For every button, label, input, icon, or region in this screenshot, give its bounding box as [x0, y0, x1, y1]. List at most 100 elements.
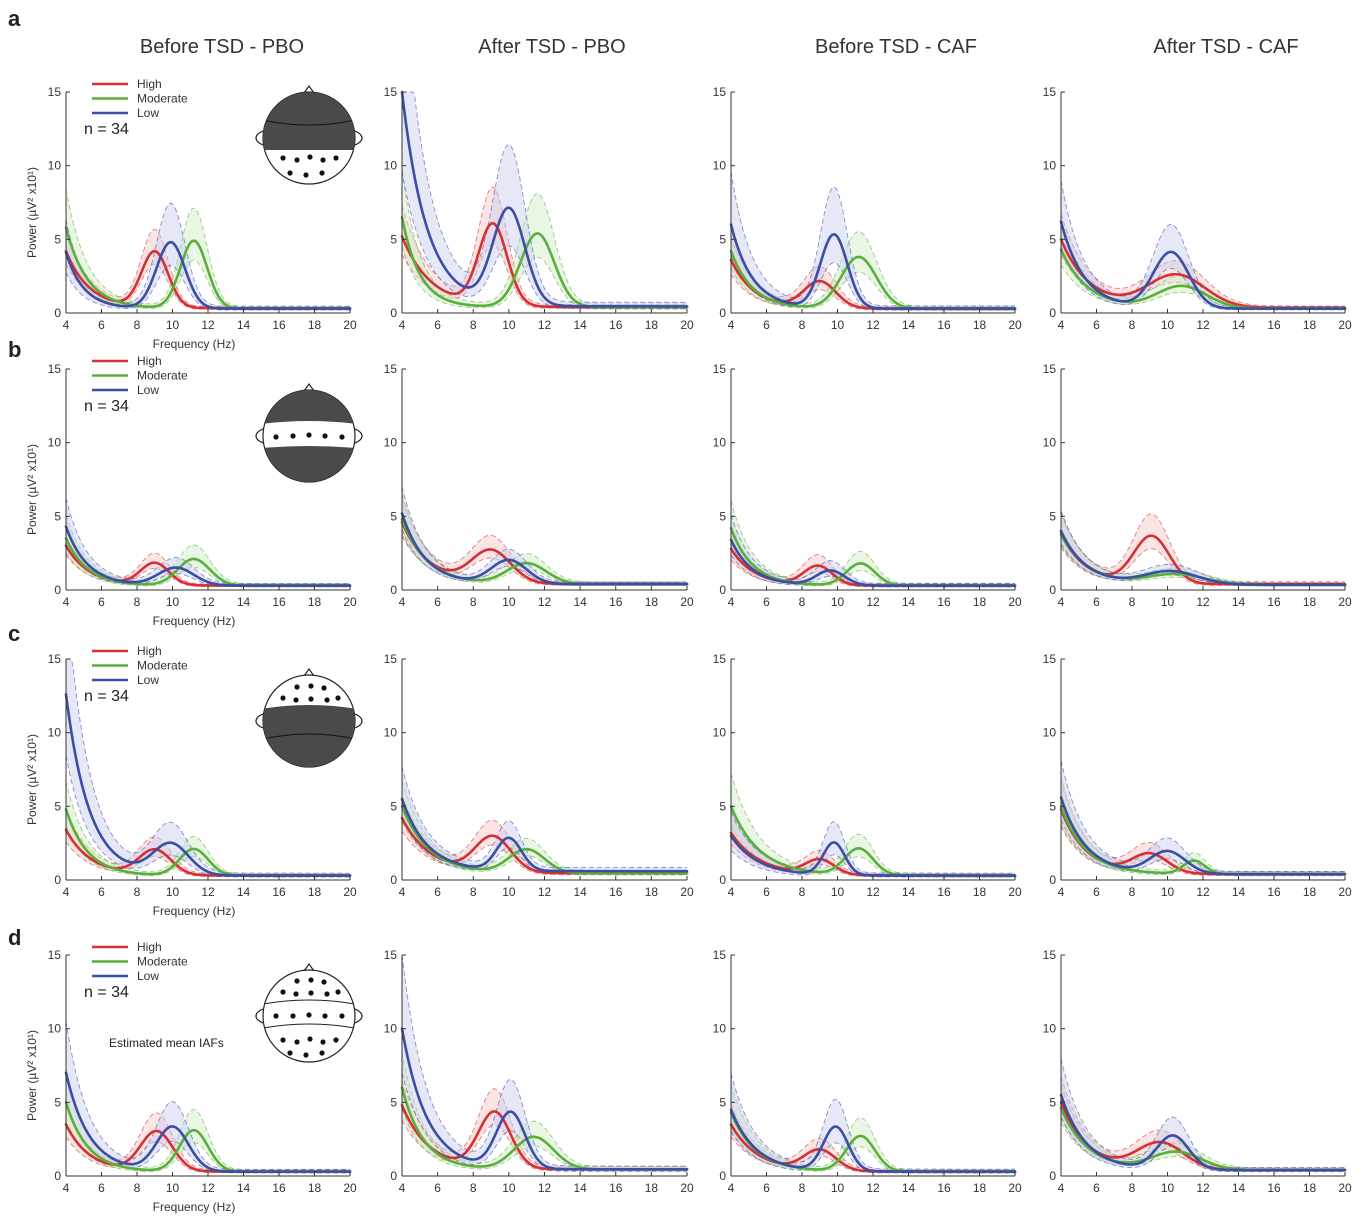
x-tick-label: 8: [470, 1181, 477, 1195]
column-title: Before TSD - CAF: [815, 36, 977, 58]
ci-lower-moderate: [401, 1108, 687, 1172]
x-tick-label: 20: [1008, 1181, 1022, 1195]
y-tick-label: 5: [1049, 1095, 1056, 1109]
ci-band-moderate: [66, 1069, 350, 1173]
x-tick-label: 6: [434, 885, 441, 899]
x-tick-label: 18: [645, 885, 659, 899]
ci-band-low: [66, 203, 350, 311]
x-tick-label: 18: [308, 1181, 322, 1195]
x-tick-label: 6: [763, 318, 770, 332]
x-tick-label: 18: [973, 885, 987, 899]
ci-lower-low: [1060, 1116, 1345, 1173]
ci-upper-low: [730, 514, 1015, 584]
series-line-low: [729, 538, 1017, 587]
y-tick-label: 5: [719, 1095, 726, 1109]
y-tick-label: 5: [1049, 799, 1056, 813]
x-tick-label: 20: [680, 885, 694, 899]
ci-band-high: [66, 1103, 350, 1173]
y-tick-label: 10: [713, 159, 727, 173]
row-letters: a b c d: [8, 6, 21, 950]
ci-band-low: [731, 171, 1015, 311]
scalp-region: [263, 390, 355, 424]
electrode-dot: [319, 1050, 325, 1056]
legend-label: Moderate: [137, 955, 188, 969]
x-tick-label: 10: [831, 885, 845, 899]
x-tick-label: 12: [538, 1181, 552, 1195]
x-tick-label: 8: [799, 595, 806, 609]
sample-size-label: n = 34: [84, 398, 129, 415]
y-tick-label: 5: [1049, 509, 1056, 523]
x-tick-label: 8: [134, 318, 141, 332]
legend-label: Moderate: [137, 369, 188, 383]
y-tick-label: 10: [384, 436, 398, 450]
chart-panel: 4 6 8 10 12 14 16 18 20 0 5 10 15 Frequency (Hz) Power…: [25, 85, 357, 351]
electrode-dot: [320, 157, 326, 163]
y-tick-label: 10: [48, 159, 62, 173]
x-tick-label: 4: [399, 885, 406, 899]
ci-upper-low: [1060, 760, 1346, 872]
ci-upper-low: [401, 954, 688, 1167]
ci-band-high: [402, 187, 687, 309]
legend-label: Low: [137, 106, 159, 120]
x-tick-label: 14: [237, 318, 251, 332]
region-divider: [263, 733, 355, 740]
x-tick-label: 10: [831, 318, 845, 332]
ci-band-moderate: [402, 1052, 687, 1171]
legend-label: Low: [137, 673, 159, 687]
y-tick-label: 15: [713, 652, 727, 666]
ci-band-high: [402, 498, 687, 586]
x-tick-label: 4: [728, 318, 735, 332]
y-tick-label: 5: [719, 799, 726, 813]
x-tick-label: 4: [728, 885, 735, 899]
y-tick-label: 5: [54, 799, 61, 813]
column-title: After TSD - CAF: [1153, 36, 1298, 58]
chart-panel: 4 6 8 10 12 14 16 18 20 0 5 10 15 Frequency (Hz) Power…: [25, 362, 357, 628]
x-tick-label: 12: [201, 885, 215, 899]
series-line-low: [400, 512, 689, 586]
x-tick-label: 16: [609, 885, 623, 899]
ci-band-high: [402, 796, 687, 875]
scalp-region: [263, 446, 355, 482]
x-tick-label: 18: [1303, 595, 1317, 609]
x-tick-label: 10: [1161, 1181, 1175, 1195]
y-tick-label: 15: [384, 948, 398, 962]
series-line-moderate: [729, 526, 1017, 587]
ci-upper-high: [1060, 780, 1346, 873]
x-tick-label: 4: [63, 885, 70, 899]
x-tick-label: 18: [645, 1181, 659, 1195]
y-tick-label: 0: [1049, 583, 1056, 597]
x-tick-label: 14: [1232, 595, 1246, 609]
electrode-dot: [320, 1039, 326, 1045]
series-line-low: [64, 693, 352, 877]
chart-panel: 4 6 8 10 12 14 16 18 20 0 5 10 15: [384, 948, 694, 1195]
chart-panel: 4 6 8 10 12 14 16 18 20 0 5 10 15: [713, 362, 1022, 609]
ci-lower-low: [401, 529, 687, 586]
electrode-dot: [294, 1039, 300, 1045]
x-tick-label: 14: [1232, 1181, 1246, 1195]
ci-band-high: [1061, 1076, 1345, 1172]
electrode-dot: [339, 1013, 345, 1019]
x-tick-label: 6: [98, 1181, 105, 1195]
x-tick-label: 6: [763, 595, 770, 609]
legend-label: High: [137, 77, 162, 91]
series-line-low: [1059, 796, 1347, 876]
ci-band-low: [731, 1073, 1015, 1174]
ci-lower-low: [730, 256, 1015, 311]
y-tick-label: 5: [390, 1095, 397, 1109]
nose: [303, 962, 315, 972]
series-line-moderate: [64, 226, 352, 310]
scalp-map: [255, 382, 363, 483]
series-line-low: [64, 240, 352, 310]
chart-panel: 4 6 8 10 12 14 16 18 20 0 5 10 15 Frequency (Hz) Power…: [25, 652, 357, 918]
ear-right: [354, 713, 363, 729]
x-tick-label: 20: [1008, 595, 1022, 609]
scalp-region: [263, 92, 355, 150]
y-tick-label: 15: [48, 362, 62, 376]
legend-label: High: [137, 354, 162, 368]
x-tick-label: 20: [1338, 1181, 1352, 1195]
x-tick-label: 10: [1161, 595, 1175, 609]
electrode-dot: [324, 991, 330, 997]
x-tick-label: 16: [1267, 318, 1281, 332]
